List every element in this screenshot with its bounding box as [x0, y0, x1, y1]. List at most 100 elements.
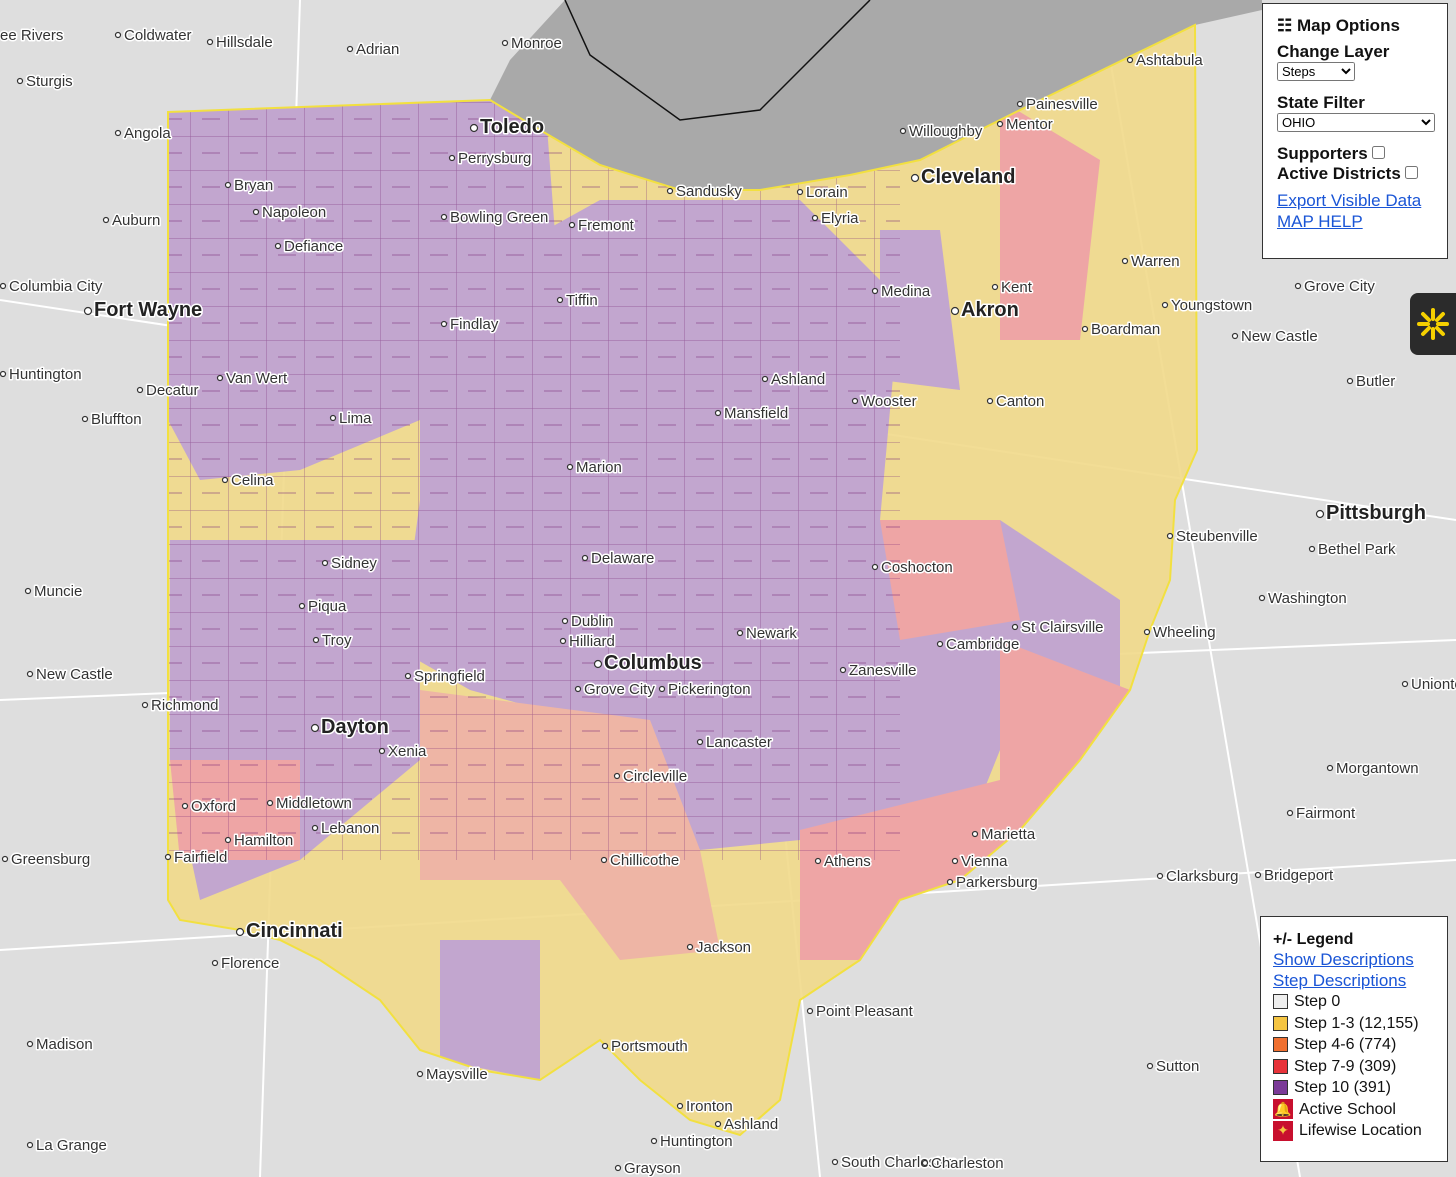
place-dot: [141, 701, 149, 709]
place-dot: [839, 666, 847, 674]
place-dot: [312, 636, 320, 644]
place-label: Sutton: [1156, 1058, 1199, 1075]
link[interactable]: Step Descriptions: [1273, 971, 1407, 990]
link[interactable]: Export Visible Data: [1277, 191, 1422, 210]
place-dot: [581, 554, 589, 562]
link[interactable]: Show Descriptions: [1273, 950, 1414, 969]
place-dot: [736, 629, 744, 637]
place-dot: [676, 1102, 684, 1110]
place-dot: [321, 559, 329, 567]
place-label: Ashland: [724, 1116, 778, 1133]
place-dot: [311, 824, 319, 832]
place-label: Athens: [824, 853, 871, 870]
place-dot: [469, 123, 479, 133]
label: Change Layer: [1277, 42, 1390, 61]
place-label: Fort Wayne: [94, 299, 202, 321]
place-dot: [1156, 872, 1164, 880]
legend-title[interactable]: +/- Legend: [1273, 931, 1354, 948]
place-dot: [1254, 871, 1262, 879]
place-dot: [1161, 301, 1169, 309]
legend-label: Step 1-3 (12,155): [1294, 1014, 1419, 1032]
place-dot: [814, 857, 822, 865]
place-label: Lorain: [806, 184, 848, 201]
state-select[interactable]: OHIO: [1277, 113, 1435, 132]
place-dot: [1315, 509, 1325, 519]
place-label: Columbus: [604, 652, 702, 674]
checkbox[interactable]: [1372, 146, 1386, 159]
place-dot: [1126, 56, 1134, 64]
legend-label: Step 0: [1294, 993, 1341, 1010]
place-dot: [561, 617, 569, 625]
place-dot: [1308, 545, 1316, 553]
place-labels: ee Rivers Coldwater Hillsdale Adrian Monroe S…: [0, 26, 1456, 1177]
place-label: Hillsdale: [216, 34, 273, 51]
place-dot: [114, 129, 122, 137]
place-label: Lima: [339, 410, 372, 427]
place-label: Angola: [124, 125, 171, 142]
legend-item: ✦ Lifewise Location: [1273, 1120, 1435, 1142]
border: [564, 0, 871, 121]
place-label: Butler: [1356, 373, 1395, 390]
place-label: Sturgis: [26, 73, 73, 90]
place-label: Napoleon: [262, 204, 326, 221]
place-label: Pittsburgh: [1326, 502, 1426, 524]
place-dot: [614, 1164, 622, 1172]
place-dot: [686, 943, 694, 951]
legend-swatch: [1273, 1015, 1288, 1031]
place-label: Delaware: [591, 550, 654, 567]
assistant-button[interactable]: [1410, 293, 1456, 355]
place-dot: [83, 306, 93, 316]
toggle: Supporters: [1277, 144, 1433, 164]
lake-erie: [490, 0, 1262, 190]
legend-item: Step 7-9 (309): [1273, 1056, 1435, 1078]
map-options-panel: ☷ Map Options Change Layer Steps State F…: [1262, 3, 1448, 259]
place-label: Wheeling: [1153, 624, 1216, 641]
label: State Filter: [1277, 93, 1365, 112]
checkbox[interactable]: [1405, 166, 1419, 179]
place-label: Marion: [576, 459, 622, 476]
legend-item: Step 1-3 (12,155): [1273, 1013, 1435, 1035]
place-dot: [416, 1070, 424, 1078]
place-label: Ironton: [686, 1098, 733, 1115]
place-label: La Grange: [36, 1137, 107, 1154]
place-dot: [566, 463, 574, 471]
place-dot: [26, 1141, 34, 1149]
place-label: Newark: [746, 625, 797, 642]
place-dot: [831, 1158, 839, 1166]
place-dot: [1401, 680, 1409, 688]
place-dot: [501, 39, 509, 47]
place-label: Defiance: [284, 238, 343, 255]
place-label: Fairfield: [174, 849, 227, 866]
place-label: Uniontown: [1411, 676, 1456, 693]
place-dot: [24, 587, 32, 595]
place-label: Springfield: [414, 668, 485, 685]
place-dot: [1081, 325, 1089, 333]
place-dot: [946, 878, 954, 886]
place-dot: [136, 386, 144, 394]
place-label: Bowling Green: [450, 209, 548, 226]
state-outline: [167, 23, 1199, 1137]
place-label: Oxford: [191, 798, 236, 815]
place-label: Dublin: [571, 613, 614, 630]
place-dot: [936, 640, 944, 648]
place-dot: [806, 1007, 814, 1015]
place-dot: [613, 772, 621, 780]
place-label: Bridgeport: [1264, 867, 1334, 884]
link[interactable]: MAP HELP: [1277, 212, 1363, 231]
place-label: Maysville: [426, 1066, 488, 1083]
place-dot: [216, 374, 224, 382]
place-dot: [164, 853, 172, 861]
place-dot: [224, 181, 232, 189]
place-dot: [921, 1159, 929, 1167]
place-dot: [601, 1042, 609, 1050]
place-dot: [26, 1040, 34, 1048]
place-dot: [950, 306, 960, 316]
place-label: Grove City: [584, 681, 655, 698]
place-label: Dayton: [321, 716, 389, 738]
place-dot: [329, 414, 337, 422]
place-label: Sidney: [331, 555, 377, 572]
layer-select[interactable]: Steps: [1277, 62, 1355, 81]
place-label: Lancaster: [706, 734, 772, 751]
